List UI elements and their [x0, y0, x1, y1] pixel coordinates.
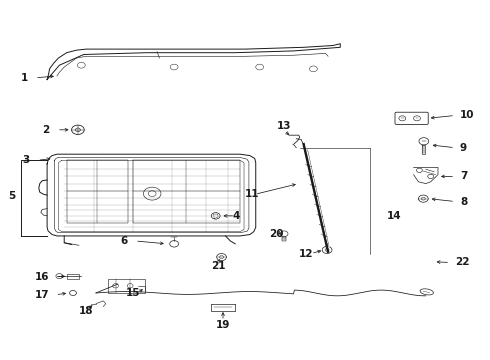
Text: 15: 15 — [125, 288, 140, 298]
Text: 7: 7 — [460, 171, 467, 181]
Text: 20: 20 — [270, 229, 284, 239]
Bar — [282, 237, 286, 241]
Text: 3: 3 — [23, 155, 30, 165]
Text: 13: 13 — [277, 121, 292, 131]
Text: 21: 21 — [211, 261, 225, 271]
Text: 22: 22 — [455, 257, 469, 267]
Text: 2: 2 — [42, 125, 49, 135]
Bar — [108, 279, 145, 293]
Text: 14: 14 — [387, 211, 401, 221]
Text: 5: 5 — [8, 191, 15, 201]
Text: 10: 10 — [460, 111, 474, 121]
Text: 1: 1 — [20, 73, 27, 83]
Text: 16: 16 — [35, 272, 49, 282]
Text: 8: 8 — [460, 197, 467, 207]
Text: 6: 6 — [121, 236, 128, 246]
Text: 11: 11 — [245, 189, 260, 199]
Text: 17: 17 — [35, 290, 49, 300]
Bar — [67, 274, 79, 279]
Text: 12: 12 — [299, 248, 314, 258]
Text: 4: 4 — [233, 211, 240, 221]
Text: 19: 19 — [216, 320, 230, 330]
Text: 18: 18 — [79, 306, 94, 316]
Text: 9: 9 — [460, 143, 467, 153]
